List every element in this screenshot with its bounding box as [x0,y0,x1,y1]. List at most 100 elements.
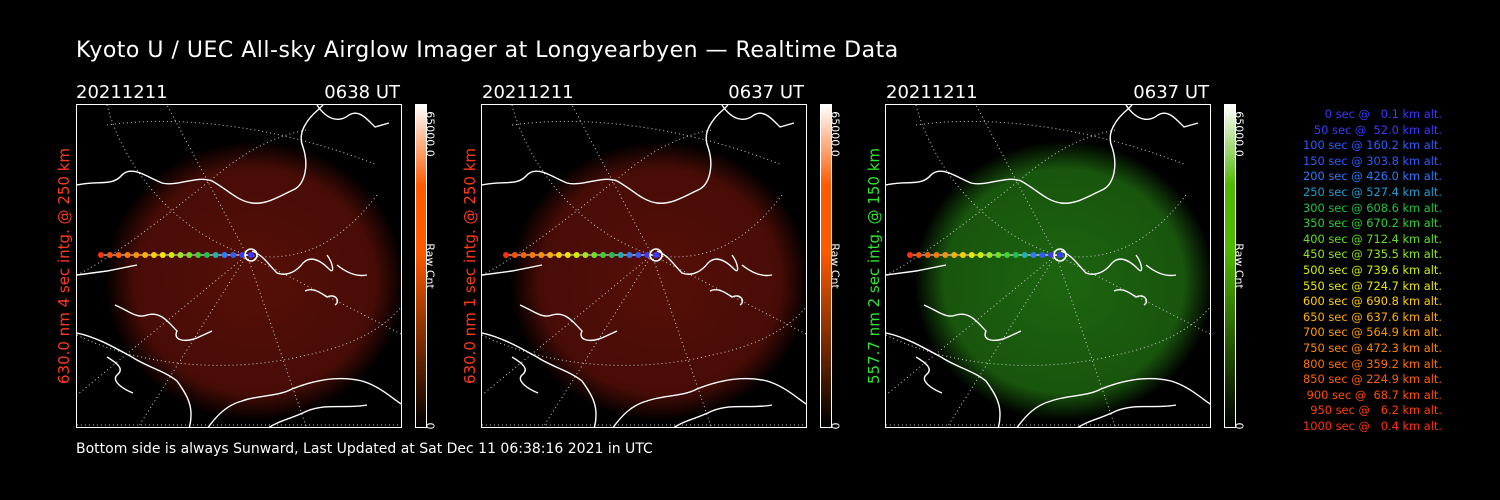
track-dot [951,252,958,258]
legend-entry: 600 sec @ 690.8 km alt. [1303,294,1442,309]
track-dot [142,252,149,258]
legend-entry: 700 sec @ 564.9 km alt. [1303,325,1442,340]
legend-entry: 150 sec @ 303.8 km alt. [1303,153,1442,168]
track-dot [239,252,246,258]
track-dot [1039,252,1046,258]
tracking-dots [907,252,1063,258]
legend-entry: 450 sec @ 735.5 km alt. [1303,247,1442,262]
panel-1-image [76,104,402,428]
track-dot [1012,252,1019,258]
track-dot [1030,252,1037,258]
legend-entry: 200 sec @ 426.0 km alt. [1303,169,1442,184]
station-marker [1053,248,1067,262]
track-dot [582,252,589,258]
track-dot [1004,252,1011,258]
track-dot [933,252,940,258]
panel-2-map [482,105,806,427]
track-dot [98,252,104,258]
track-dot [608,252,615,258]
panel-2-colorbar-min: 0 [828,422,842,430]
track-dot [168,252,175,258]
panel-1-side-label: 630.0 nm 4 sec intg. @ 250 km [52,104,76,428]
legend-entry: 550 sec @ 724.7 km alt. [1303,278,1442,293]
panel-3-colorbar-max: 65000.0 [1232,111,1246,157]
track-dot [133,252,140,258]
track-dot [186,252,193,258]
panel-2-colorbar [820,104,832,428]
track-dot [503,252,509,258]
panel-2-side-label-text: 630.0 nm 1 sec intg. @ 250 km [461,147,479,385]
panel-1-time: 0638 UT [324,82,400,103]
panel-2-image [481,104,807,428]
track-dot [555,252,562,258]
legend-entry: 1000 sec @ 0.4 km alt. [1303,418,1442,433]
footer-status: Bottom side is always Sunward, Last Upda… [76,441,653,457]
track-dot [942,252,949,258]
track-dot [626,252,633,258]
airglow-field [510,141,806,421]
panel-3-time: 0637 UT [1133,82,1209,103]
legend-entry: 350 sec @ 670.2 km alt. [1303,216,1442,231]
page-title: Kyoto U / UEC All-sky Airglow Imager at … [76,38,899,63]
track-dot [115,252,122,258]
track-dot [221,252,228,258]
altitude-legend: 0 sec @ 0.1 km alt. 50 sec @ 52.0 km alt.… [1262,107,1442,434]
track-dot [915,252,922,258]
track-dot [959,252,966,258]
track-dot [907,252,913,258]
coastline [886,105,1210,427]
legend-entry: 100 sec @ 160.2 km alt. [1303,138,1442,153]
track-dot [968,252,975,258]
legend-entry: 300 sec @ 608.6 km alt. [1303,200,1442,215]
track-dot [159,252,166,258]
panel-1-colorbar [415,104,427,428]
panel-1-map [77,105,401,427]
track-dot [564,252,571,258]
airglow-field [914,141,1210,421]
station-marker [244,248,258,262]
legend-entry: 650 sec @ 637.6 km alt. [1303,309,1442,324]
legend-entry: 400 sec @ 712.4 km alt. [1303,231,1442,246]
panel-2-date: 20211211 [482,82,574,103]
coastline [482,105,806,427]
legend-entry: 850 sec @ 224.9 km alt. [1303,372,1442,387]
panel-2-time: 0637 UT [728,82,804,103]
track-dot [124,252,131,258]
tracking-dots [503,252,659,258]
track-dot [538,252,545,258]
track-dot [617,252,624,258]
track-dot [106,252,113,258]
panel-2-colorbar-max: 65000.0 [828,111,842,157]
panel-3-side-label: 557.7 nm 2 sec intg. @ 150 km [862,104,886,428]
track-dot [986,252,993,258]
track-dot [212,252,219,258]
panel-1-side-label-text: 630.0 nm 4 sec intg. @ 250 km [55,147,73,385]
track-dot [977,252,984,258]
track-dot [995,252,1002,258]
panel-1-date: 20211211 [76,82,168,103]
legend-entry: 500 sec @ 739.6 km alt. [1303,262,1442,277]
track-dot [635,252,642,258]
track-dot [653,252,659,258]
legend-entry: 800 sec @ 359.2 km alt. [1303,356,1442,371]
track-dot [1057,252,1063,258]
panel-3-side-label-text: 557.7 nm 2 sec intg. @ 150 km [865,147,883,385]
track-dot [1048,252,1055,258]
panel-3-colorbar [1224,104,1236,428]
track-dot [511,252,518,258]
panel-3-date: 20211211 [886,82,978,103]
track-dot [195,252,202,258]
legend-entry: 750 sec @ 472.3 km alt. [1303,340,1442,355]
panel-3-colorbar-unit: Raw Cnt [1232,243,1246,289]
track-dot [248,252,254,258]
track-dot [924,252,931,258]
track-dot [573,252,580,258]
track-dot [644,252,651,258]
track-dot [203,252,210,258]
tracking-dots [98,252,254,258]
track-dot [520,252,527,258]
panel-3-image [885,104,1211,428]
track-dot [547,252,554,258]
panel-1-colorbar-max: 65000.0 [423,111,437,157]
track-dot [529,252,536,258]
